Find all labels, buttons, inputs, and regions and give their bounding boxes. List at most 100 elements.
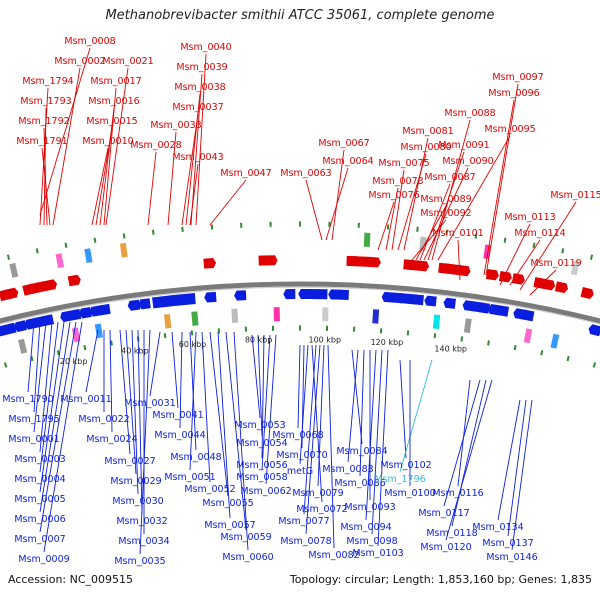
kbp-tick — [592, 362, 596, 368]
gene-label-reverse: Msm_0032 — [116, 516, 167, 527]
forward-gene-arrow — [203, 257, 217, 269]
reverse-gene-arrow — [138, 298, 151, 310]
gene-label-reverse: Msm_0137 — [482, 538, 533, 549]
connector-line — [377, 201, 395, 251]
gene-label-reverse: Msm_0062 — [240, 486, 291, 497]
connector-line — [497, 399, 521, 521]
connector-line — [391, 169, 405, 251]
connector-line — [39, 47, 91, 216]
connector-line — [43, 321, 83, 553]
reverse-gene-arrow — [443, 297, 456, 309]
feature-box — [231, 308, 239, 323]
gene-label-reverse: Msm_0058 — [236, 472, 287, 483]
gene-label-reverse: Msm_0100 — [384, 488, 435, 499]
gene-label-reverse: Msm_0011 — [60, 394, 111, 405]
gene-label-reverse: Msm_0059 — [220, 532, 271, 543]
feature-box — [94, 323, 104, 339]
connector-line — [303, 344, 317, 515]
gene-label-forward: Msm_0089 — [420, 194, 471, 205]
connector-line — [451, 379, 487, 527]
connector-line — [423, 167, 469, 261]
connector-line — [509, 239, 541, 286]
connector-line — [485, 83, 519, 276]
gene-label-forward: Msm_0113 — [504, 212, 555, 223]
connector-line — [189, 163, 199, 226]
connector-line — [529, 269, 557, 296]
feature-box — [432, 314, 441, 330]
connector-line — [499, 223, 531, 286]
gene-label-forward: Msm_0063 — [280, 168, 331, 179]
gene-label-forward: Msm_0017 — [90, 76, 141, 87]
connector-line — [299, 344, 309, 465]
gene-label-reverse: Msm_0146 — [486, 552, 537, 563]
forward-gene-arrow — [5, 287, 19, 300]
gene-label-forward: Msm_0010 — [82, 136, 133, 147]
reverse-gene-arrow — [496, 305, 510, 317]
gene-label-forward: Msm_0037 — [172, 102, 223, 113]
kbp-tick — [406, 330, 410, 336]
connector-line — [189, 331, 197, 471]
gene-label-reverse: Msm_0041 — [152, 410, 203, 421]
gene-label-forward: Msm_1793 — [20, 96, 71, 107]
gene-label-reverse: Msm_0007 — [14, 534, 65, 545]
gene-label-forward: Msm_0101 — [432, 228, 483, 239]
connector-line — [365, 349, 377, 521]
connector-line — [95, 127, 113, 226]
connector-line — [217, 331, 231, 519]
feature-box — [273, 307, 280, 322]
scale-label: 120 kbp — [371, 338, 404, 347]
gene-label-reverse: Msm_0103 — [352, 548, 403, 559]
forward-gene-arrow — [416, 260, 430, 272]
connector-line — [85, 329, 99, 393]
gene-label-forward: Msm_0040 — [180, 42, 231, 53]
connector-line — [201, 331, 211, 483]
connector-line — [261, 334, 265, 459]
gene-label-reverse: metG — [287, 466, 313, 477]
connector-line — [457, 239, 461, 281]
gene-label-reverse: Msm_0044 — [154, 430, 205, 441]
forward-gene-arrow — [485, 268, 499, 281]
connector-line — [399, 359, 433, 473]
reverse-gene-arrow — [521, 309, 535, 322]
connector-line — [445, 379, 493, 541]
feature-box — [55, 253, 65, 269]
gene-label-forward: Msm_0115 — [550, 190, 600, 201]
gene-label-forward: Msm_0016 — [88, 96, 139, 107]
kbp-tick — [190, 330, 194, 336]
connector-line — [325, 167, 349, 241]
gene-label-reverse: Msm_0034 — [118, 536, 169, 547]
gene-label-forward: Msm_0088 — [444, 108, 495, 119]
reverse-gene-arrow — [315, 289, 328, 300]
kbp-tick — [299, 221, 301, 227]
gene-label-forward: Msm_0002 — [54, 56, 105, 67]
gene-label-reverse: Msm_0079 — [292, 488, 343, 499]
connector-line — [397, 153, 427, 251]
kbp-tick — [122, 233, 126, 239]
reverse-gene-arrow — [306, 289, 319, 300]
connector-line — [403, 137, 429, 251]
reverse-gene-arrow — [98, 303, 111, 316]
kbp-tick — [416, 226, 419, 232]
gene-label-reverse: Msm_0098 — [346, 536, 397, 547]
connector-line — [109, 329, 113, 433]
connector-line — [39, 87, 49, 226]
reverse-gene-arrow — [3, 322, 17, 335]
connector-line — [351, 349, 363, 445]
gene-label-reverse: Msm_0030 — [112, 496, 163, 507]
connector-line — [43, 127, 48, 226]
gene-label-reverse: Msm_1790 — [2, 394, 53, 405]
connector-line — [99, 107, 115, 226]
connector-line — [511, 399, 533, 551]
gene-label-reverse: Msm_0022 — [78, 414, 129, 425]
gene-label-forward: Msm_0097 — [492, 72, 543, 83]
kbp-tick — [487, 340, 490, 346]
feature-box — [191, 311, 199, 326]
connector-line — [33, 321, 41, 413]
gene-label-reverse: Msm_0117 — [418, 508, 469, 519]
kbp-tick — [445, 229, 448, 235]
gene-label-reverse: Msm_0053 — [234, 420, 285, 431]
kbp-tick — [325, 325, 329, 331]
gene-label-reverse: Msm_0057 — [204, 520, 255, 531]
connector-line — [437, 135, 511, 261]
connector-line — [171, 331, 179, 409]
